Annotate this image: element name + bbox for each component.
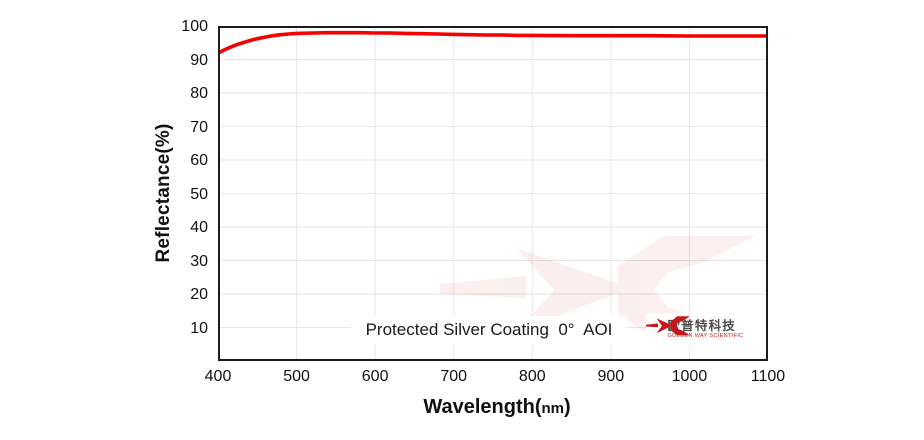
x-tick-label: 1100 <box>750 368 786 385</box>
y-tick-label: 70 <box>190 118 208 136</box>
y-tick-label: 30 <box>190 252 208 270</box>
x-axis-title-main: Wavelength( <box>423 396 542 418</box>
x-axis-title-close: ) <box>563 396 571 418</box>
gridlines <box>220 28 766 359</box>
x-tick-label: 1000 <box>671 368 708 385</box>
brand-text: 欧普特科技 GOLDEN WAY SCIENTIFIC <box>667 320 743 340</box>
plot-area: Protected Silver Coating 0° AOI 欧普特科技 GO… <box>218 26 768 361</box>
brand-logo: 欧普特科技 GOLDEN WAY SCIENTIFIC <box>646 313 765 347</box>
y-tick-label: 90 <box>190 51 208 69</box>
plot-svg <box>218 26 768 361</box>
x-tick-label: 500 <box>283 368 310 385</box>
brand-name-cn: 欧普特科技 <box>667 319 736 333</box>
y-tick-label: 100 <box>181 18 208 35</box>
y-tick-label: 40 <box>190 219 208 236</box>
x-axis-title: Wavelength(nm) <box>423 396 570 419</box>
annotation-label: Protected Silver Coating 0° AOI <box>351 316 627 344</box>
x-tick-label: 800 <box>518 368 546 385</box>
x-tick-label: 700 <box>440 368 468 385</box>
x-axis-title-unit: nm <box>541 400 564 417</box>
golden-way-logo-icon <box>646 316 690 336</box>
x-tick-label: 900 <box>597 368 625 385</box>
x-tick-label: 600 <box>361 368 389 385</box>
y-tick-label: 60 <box>190 152 208 169</box>
y-tick-label: 10 <box>190 319 208 337</box>
y-tick-label: 50 <box>190 185 208 203</box>
reflectance-curve <box>218 30 768 55</box>
plot-frame <box>218 26 768 361</box>
x-tick-label: 400 <box>204 368 232 385</box>
brand-name-en: GOLDEN WAY SCIENTIFIC <box>667 333 744 339</box>
y-tick-label: 80 <box>190 85 208 102</box>
y-tick-label: 20 <box>190 286 208 303</box>
